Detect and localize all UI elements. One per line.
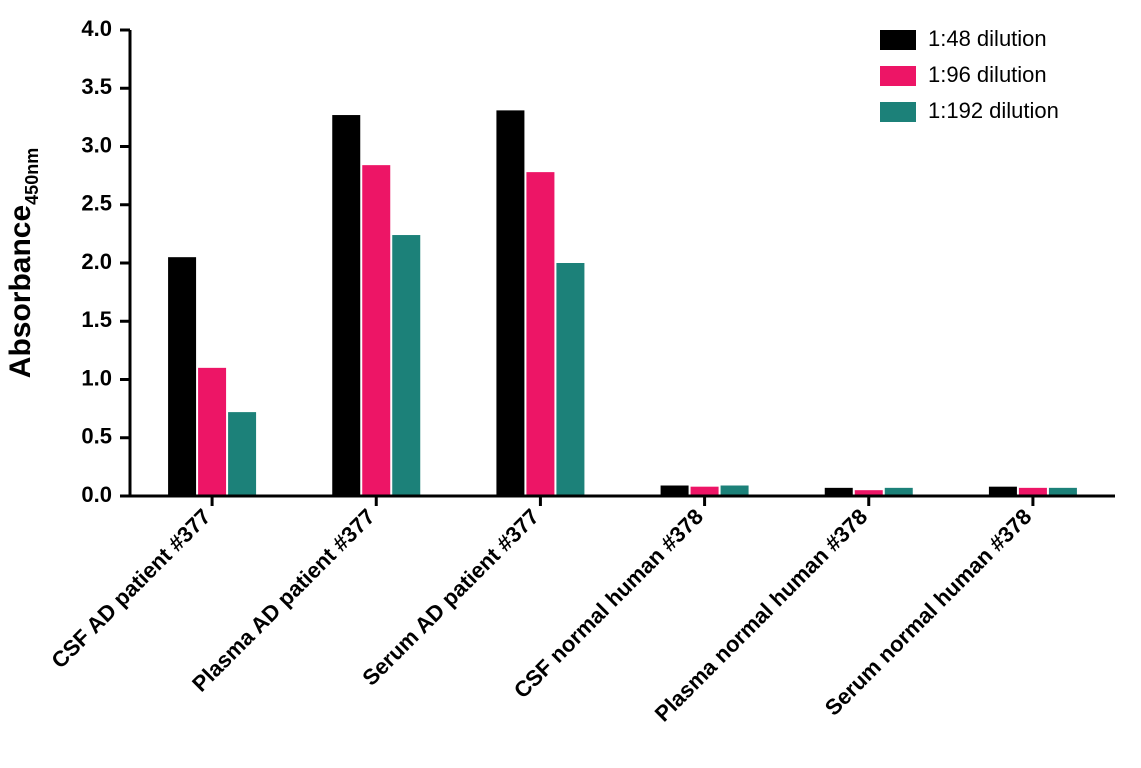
y-tick-label: 1.5 (81, 307, 112, 332)
bar (526, 172, 554, 496)
bar (721, 486, 749, 496)
bar (362, 165, 390, 496)
y-tick-label: 2.0 (81, 249, 112, 274)
y-tick-label: 0.5 (81, 424, 112, 449)
legend-label: 1:96 dilution (928, 62, 1047, 87)
legend-label: 1:48 dilution (928, 26, 1047, 51)
legend-swatch (880, 66, 916, 86)
bar (556, 263, 584, 496)
bar (661, 486, 689, 496)
y-tick-label: 3.5 (81, 74, 112, 99)
y-tick-label: 1.0 (81, 365, 112, 390)
legend-swatch (880, 102, 916, 122)
legend-label: 1:192 dilution (928, 98, 1059, 123)
y-tick-label: 4.0 (81, 16, 112, 41)
absorbance-bar-chart: 0.00.51.01.52.02.53.03.54.0CSF AD patien… (0, 0, 1141, 768)
legend-swatch (880, 30, 916, 50)
legend: 1:48 dilution 1:96 dilution 1:192 dilution (880, 26, 1059, 123)
bar (332, 115, 360, 496)
y-tick-label: 0.0 (81, 482, 112, 507)
bar (228, 412, 256, 496)
bar (198, 368, 226, 496)
y-tick-label: 2.5 (81, 191, 112, 216)
bar (168, 257, 196, 496)
bar (496, 110, 524, 496)
chart-svg: 0.00.51.01.52.02.53.03.54.0CSF AD patien… (0, 0, 1141, 768)
bar (392, 235, 420, 496)
y-tick-label: 3.0 (81, 132, 112, 157)
